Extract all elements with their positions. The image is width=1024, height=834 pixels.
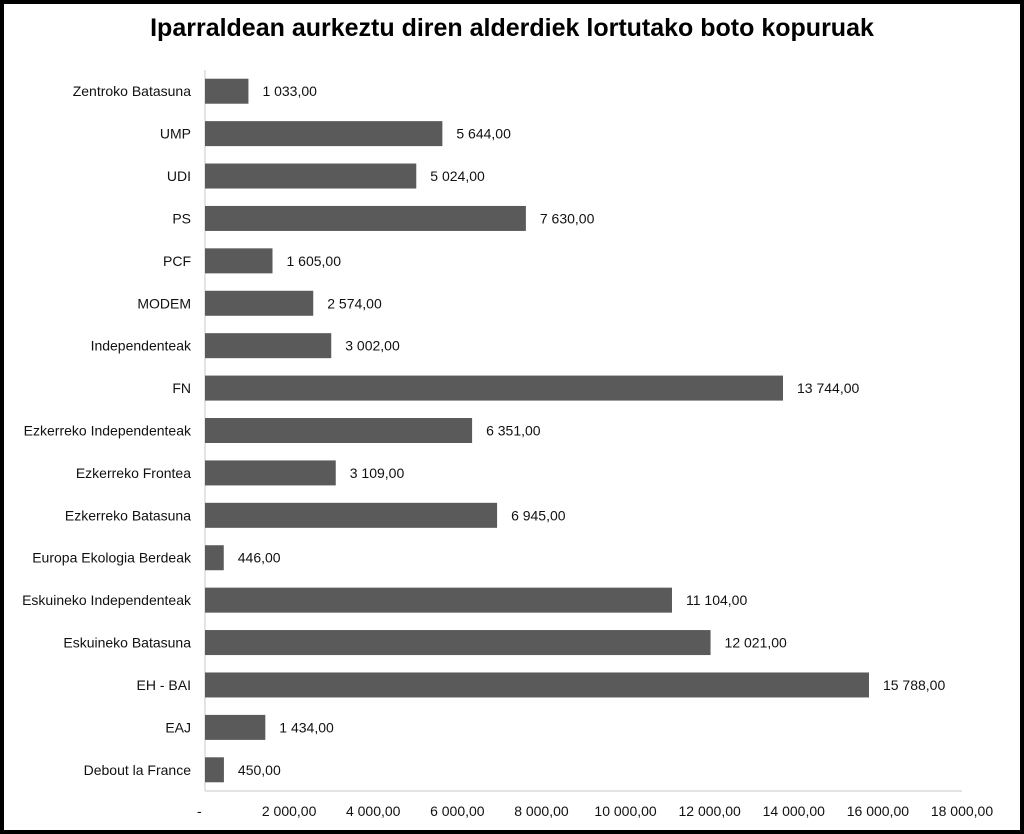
- bar: [205, 163, 417, 189]
- data-label: 450,00: [238, 762, 281, 778]
- bar: [205, 333, 332, 359]
- category-label: UDI: [167, 168, 191, 184]
- data-label: 1 434,00: [279, 719, 334, 735]
- data-label: 5 644,00: [456, 126, 511, 142]
- data-label: 3 002,00: [345, 338, 400, 354]
- data-label: 2 574,00: [327, 295, 382, 311]
- bar: [205, 502, 498, 528]
- category-label: Debout la France: [84, 762, 192, 778]
- data-label: 12 021,00: [725, 635, 787, 651]
- category-label: Eskuineko Batasuna: [63, 635, 191, 651]
- x-tick-label: 10 000,00: [594, 803, 656, 819]
- x-tick-label: 4 000,00: [346, 803, 401, 819]
- x-tick-label: 18 000,00: [931, 803, 993, 819]
- bar: [205, 418, 473, 443]
- category-label: Zentroko Batasuna: [73, 83, 192, 99]
- x-tick-label: 16 000,00: [847, 803, 909, 819]
- data-label: 446,00: [238, 550, 281, 566]
- x-tick-label: -: [197, 803, 202, 819]
- bar: [205, 545, 224, 571]
- bar: [205, 248, 273, 274]
- bar: [205, 757, 224, 783]
- bar: [205, 460, 336, 486]
- data-label: 1 033,00: [262, 83, 317, 99]
- category-label: Europa Ekologia Berdeak: [32, 550, 192, 566]
- category-label: FN: [172, 380, 191, 396]
- x-tick-label: 2 000,00: [262, 803, 317, 819]
- data-label: 6 945,00: [511, 507, 566, 523]
- category-label: PCF: [163, 253, 191, 269]
- bar: [205, 290, 314, 316]
- data-label: 15 788,00: [883, 677, 945, 693]
- bar: [205, 630, 711, 656]
- data-label: 6 351,00: [486, 423, 541, 439]
- bar: [205, 587, 672, 613]
- category-label: Ezkerreko Frontea: [76, 465, 191, 481]
- x-tick-label: 6 000,00: [430, 803, 485, 819]
- bar: [205, 78, 249, 104]
- data-label: 1 605,00: [286, 253, 341, 269]
- category-label: EH - BAI: [137, 677, 191, 693]
- data-label: 5 024,00: [430, 168, 485, 184]
- x-tick-label: 12 000,00: [679, 803, 741, 819]
- category-label: PS: [172, 210, 191, 226]
- x-tick-label: 14 000,00: [763, 803, 825, 819]
- data-label: 13 744,00: [797, 380, 859, 396]
- category-label: UMP: [160, 126, 191, 142]
- category-label: EAJ: [165, 719, 191, 735]
- bar: [205, 714, 266, 740]
- category-label: MODEM: [137, 295, 191, 311]
- bar: [205, 375, 784, 401]
- category-label: Eskuineko Independenteak: [22, 592, 192, 608]
- bar: [205, 205, 526, 231]
- data-label: 7 630,00: [540, 210, 595, 226]
- category-label: Ezkerreko Batasuna: [65, 507, 191, 523]
- category-label: Ezkerreko Independenteak: [24, 423, 192, 439]
- bar: [205, 672, 869, 698]
- bar: [205, 121, 443, 147]
- x-tick-label: 8 000,00: [514, 803, 569, 819]
- data-label: 3 109,00: [350, 465, 405, 481]
- category-label: Independenteak: [91, 338, 192, 354]
- chart-title: Iparraldean aurkeztu diren alderdiek lor…: [150, 14, 874, 42]
- data-label: 11 104,00: [686, 592, 747, 608]
